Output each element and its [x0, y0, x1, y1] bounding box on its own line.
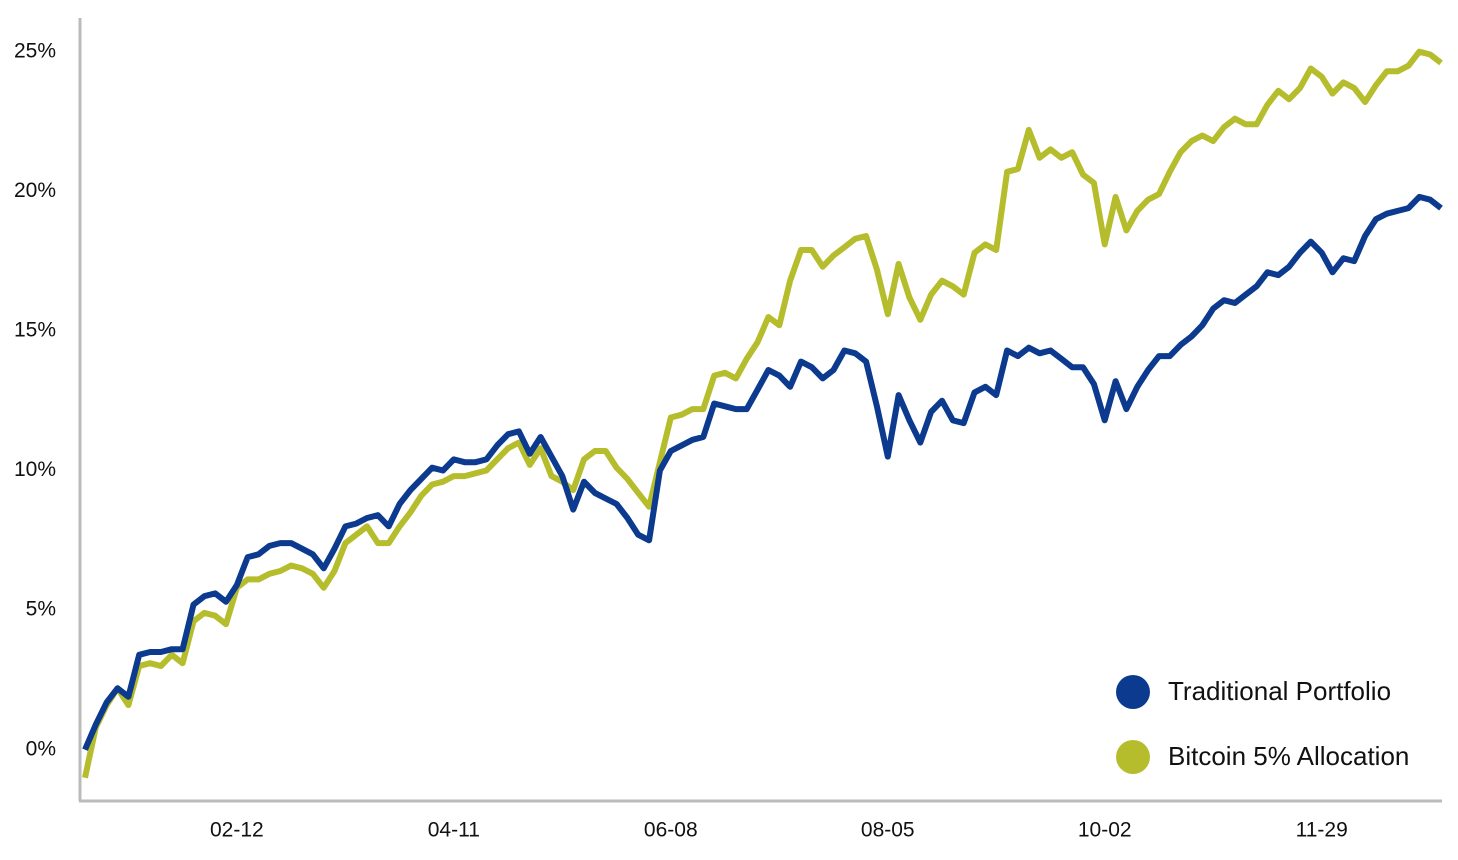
y-tick-label: 5% — [26, 598, 56, 621]
legend-label: Traditional Portfolio — [1168, 676, 1391, 706]
x-tick-label: 06-08 — [644, 819, 698, 842]
x-tick-label: 04-11 — [428, 819, 480, 842]
legend-marker — [1116, 675, 1150, 709]
x-tick-label: 10-02 — [1078, 819, 1132, 842]
legend-marker — [1116, 740, 1150, 774]
x-tick-label: 11-29 — [1296, 819, 1348, 842]
x-tick-label: 02-12 — [210, 819, 264, 842]
y-tick-label: 15% — [14, 318, 56, 341]
legend-label: Bitcoin 5% Allocation — [1168, 741, 1409, 771]
y-tick-label: 10% — [14, 458, 56, 481]
series-line — [82, 48, 1443, 779]
y-tick-label: 25% — [14, 39, 56, 62]
y-tick-label: 20% — [14, 179, 56, 202]
y-tick-label: 0% — [26, 737, 56, 760]
x-tick-label: 08-05 — [861, 819, 915, 842]
series-line — [82, 193, 1443, 751]
